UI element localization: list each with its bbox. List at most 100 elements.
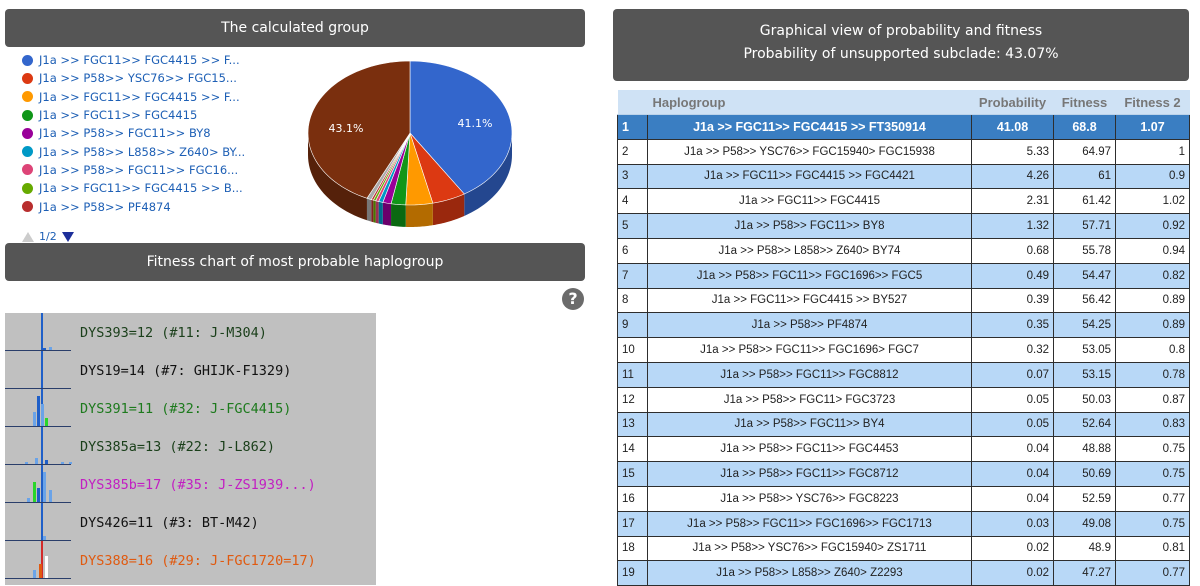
probability-cell: 4.26 [971, 163, 1054, 190]
col-fitness2[interactable]: Fitness 2 [1115, 90, 1190, 115]
page-up-icon[interactable] [22, 231, 34, 242]
haplogroup-cell: J1a >> P58>> L858>> Z640> BY74 [647, 237, 972, 264]
probability-cell: 0.03 [971, 510, 1054, 537]
table-row[interactable]: 7 J1a >> P58>> FGC11>> FGC1696>> FGC5 0.49… [617, 262, 1190, 289]
row-number: 7 [617, 262, 648, 289]
fitness-axis-line [41, 313, 43, 351]
graphical-view-title: Graphical view of probability and fitnes… [759, 23, 1043, 39]
table-row[interactable]: 3 J1a >> FGC11>> FGC4415 >> FGC4421 4.26 61… [617, 163, 1190, 190]
table-row[interactable]: 12 J1a >> P58>> FGC11> FGC3723 0.05 50.03 0.… [617, 386, 1190, 413]
legend-label: J1a >> FGC11>> FGC4415 >> B... [39, 181, 243, 196]
legend-dot-icon [22, 109, 33, 121]
fitness-cell: 61.42 [1053, 188, 1116, 215]
legend-item[interactable]: J1a >> P58>> YSC76>> FGC15... [22, 69, 237, 87]
col-fitness[interactable]: Fitness [1053, 90, 1116, 115]
table-row[interactable]: 2 J1a >> P58>> YSC76>> FGC15940> FGC15938… [617, 138, 1190, 165]
fitness2-cell: 0.8 [1115, 337, 1190, 363]
row-number: 9 [617, 312, 648, 339]
legend-label: J1a >> P58>> L858>> Z640> BY... [39, 144, 246, 159]
fitness-cell: 54.47 [1053, 262, 1116, 289]
table-row[interactable]: 13 J1a >> P58>> FGC11>> BY4 0.05 52.64 0.83 [617, 411, 1190, 438]
probability-pie-chart: 41.1% 43.1% [307, 60, 513, 227]
probability-cell: 0.04 [971, 485, 1054, 512]
fitness-cell: 61 [1053, 163, 1116, 190]
probability-cell: 0.35 [971, 312, 1054, 339]
legend-label: J1a >> P58>> PF4874 [39, 199, 171, 214]
haplogroup-cell: J1a >> P58>> L858>> Z640> Z2293 [647, 560, 972, 586]
table-row[interactable]: 15 J1a >> P58>> FGC11>> FGC8712 0.04 50.69 0… [617, 461, 1190, 487]
probability-cell: 0.49 [971, 262, 1054, 289]
pie-slice-side [382, 202, 392, 226]
table-row[interactable]: 11 J1a >> P58>> FGC11>> FGC8812 0.07 53.15 0… [617, 361, 1190, 388]
probability-cell: 2.31 [971, 188, 1054, 215]
legend-item[interactable]: J1a >> FGC11>> FGC4415 >> F... [22, 51, 240, 69]
table-row[interactable]: 1 J1a >> FGC11>> FGC4415 >> FT350914 41.08… [617, 114, 1190, 140]
fitness-bar [69, 462, 72, 464]
fitness-label: DYS385a=13 (#22: J-L862) [80, 439, 276, 455]
legend-label: J1a >> P58>> FGC11>> FGC16... [39, 162, 239, 177]
legend-item[interactable]: J1a >> P58>> L858>> Z640> BY... [22, 142, 245, 160]
table-row[interactable]: 8 J1a >> FGC11>> FGC4415 >> BY527 0.39 56.4… [617, 287, 1190, 314]
table-row[interactable]: 18 J1a >> P58>> YSC76>> FGC15940> ZS1711 0… [617, 535, 1190, 562]
fitness-bar [39, 564, 42, 578]
pie-slice[interactable] [307, 60, 411, 199]
fitness-cell: 52.59 [1053, 485, 1116, 512]
haplogroup-cell: J1a >> P58>> FGC11>> FGC1696>> FGC1713 [647, 510, 972, 537]
table-row[interactable]: 19 J1a >> P58>> L858>> Z640> Z2293 0.02 47.… [617, 560, 1190, 586]
pie-slice[interactable] [409, 132, 465, 204]
fitness-bar [33, 570, 36, 578]
haplogroup-cell: J1a >> FGC11>> FGC4415 [647, 188, 972, 215]
row-number: 10 [617, 337, 648, 363]
pager-label: 1/2 [39, 230, 57, 243]
table-row[interactable]: 6 J1a >> P58>> L858>> Z640> BY74 0.68 55.78… [617, 237, 1190, 264]
legend-item[interactable]: J1a >> P58>> PF4874 [22, 197, 232, 215]
haplogroup-cell: J1a >> P58>> PF4874 [647, 312, 972, 339]
col-probability[interactable]: Probability [971, 90, 1054, 115]
legend-item[interactable]: J1a >> FGC11>> FGC4415 >> B... [22, 179, 243, 197]
legend-dot-icon [22, 127, 33, 139]
fitness-row: DYS391=11 (#32: J-FGC4415) [5, 389, 376, 427]
fitness-bar [43, 536, 46, 540]
fitness-row: DYS385b=17 (#35: J-ZS1939...) [5, 465, 376, 503]
fitness2-cell: 0.77 [1115, 485, 1190, 512]
fitness2-cell: 0.82 [1115, 262, 1190, 289]
table-row[interactable]: 5 J1a >> P58>> FGC11>> BY8 1.32 57.71 0.92 [617, 213, 1190, 239]
legend-item[interactable]: J1a >> P58>> FGC11>> FGC16... [22, 161, 238, 179]
col-haplogroup[interactable]: Haplogroup [647, 90, 972, 115]
table-row[interactable]: 16 J1a >> P58>> YSC76>> FGC8223 0.04 52.59 0… [617, 485, 1190, 512]
help-icon[interactable]: ? [562, 288, 584, 310]
fitness-cell: 52.64 [1053, 411, 1116, 438]
graphical-view-header: Graphical view of probability and fitnes… [613, 9, 1189, 81]
fitness-axis-line [41, 465, 43, 503]
calculated-group-header: The calculated group [5, 9, 585, 47]
legend-item[interactable]: J1a >> FGC11>> FGC4415 [22, 106, 232, 124]
legend-item[interactable]: J1a >> P58>> FGC11>> BY8 [22, 124, 232, 142]
pie-slice[interactable] [405, 132, 434, 206]
table-row[interactable]: 4 J1a >> FGC11>> FGC4415 2.31 61.42 1.02 [617, 188, 1190, 215]
fitness-label: DYS388=16 (#29: J-FGC1720=17) [80, 553, 316, 569]
fitness-bar [45, 460, 48, 464]
haplogroup-table-container: Haplogroup Probability Fitness Fitness 2… [617, 90, 1190, 586]
fitness-bar [61, 462, 64, 464]
row-number: 3 [617, 163, 648, 190]
legend-dot-icon [22, 91, 33, 103]
pie-slice-side [373, 200, 376, 223]
fitness2-cell: 0.75 [1115, 436, 1190, 463]
table-row[interactable]: 14 J1a >> P58>> FGC11>> FGC4453 0.04 48.88 0… [617, 436, 1190, 463]
pie-slice[interactable] [409, 60, 513, 195]
fitness2-cell: 0.81 [1115, 535, 1190, 562]
fitness-baseline [5, 464, 71, 465]
legend-label: J1a >> FGC11>> FGC4415 >> F... [39, 53, 240, 68]
fitness-cell: 57.71 [1053, 213, 1116, 239]
pie-slice-side [405, 203, 433, 227]
fitness2-cell: 1 [1115, 138, 1190, 165]
legend-item[interactable]: J1a >> FGC11>> FGC4415 >> F... [22, 88, 240, 106]
table-row[interactable]: 9 J1a >> P58>> PF4874 0.35 54.25 0.89 [617, 312, 1190, 339]
haplogroup-cell: J1a >> P58>> FGC11>> BY4 [647, 411, 972, 438]
fitness-baseline [5, 388, 71, 389]
page-down-icon[interactable] [61, 231, 74, 242]
table-row[interactable]: 17 J1a >> P58>> FGC11>> FGC1696>> FGC1713… [617, 510, 1190, 537]
table-row[interactable]: 10 J1a >> P58>> FGC11>> FGC1696> FGC7 0.32… [617, 337, 1190, 363]
fitness-row: DYS388=16 (#29: J-FGC1720=17) [5, 541, 376, 579]
pie-slice-side [391, 203, 406, 227]
